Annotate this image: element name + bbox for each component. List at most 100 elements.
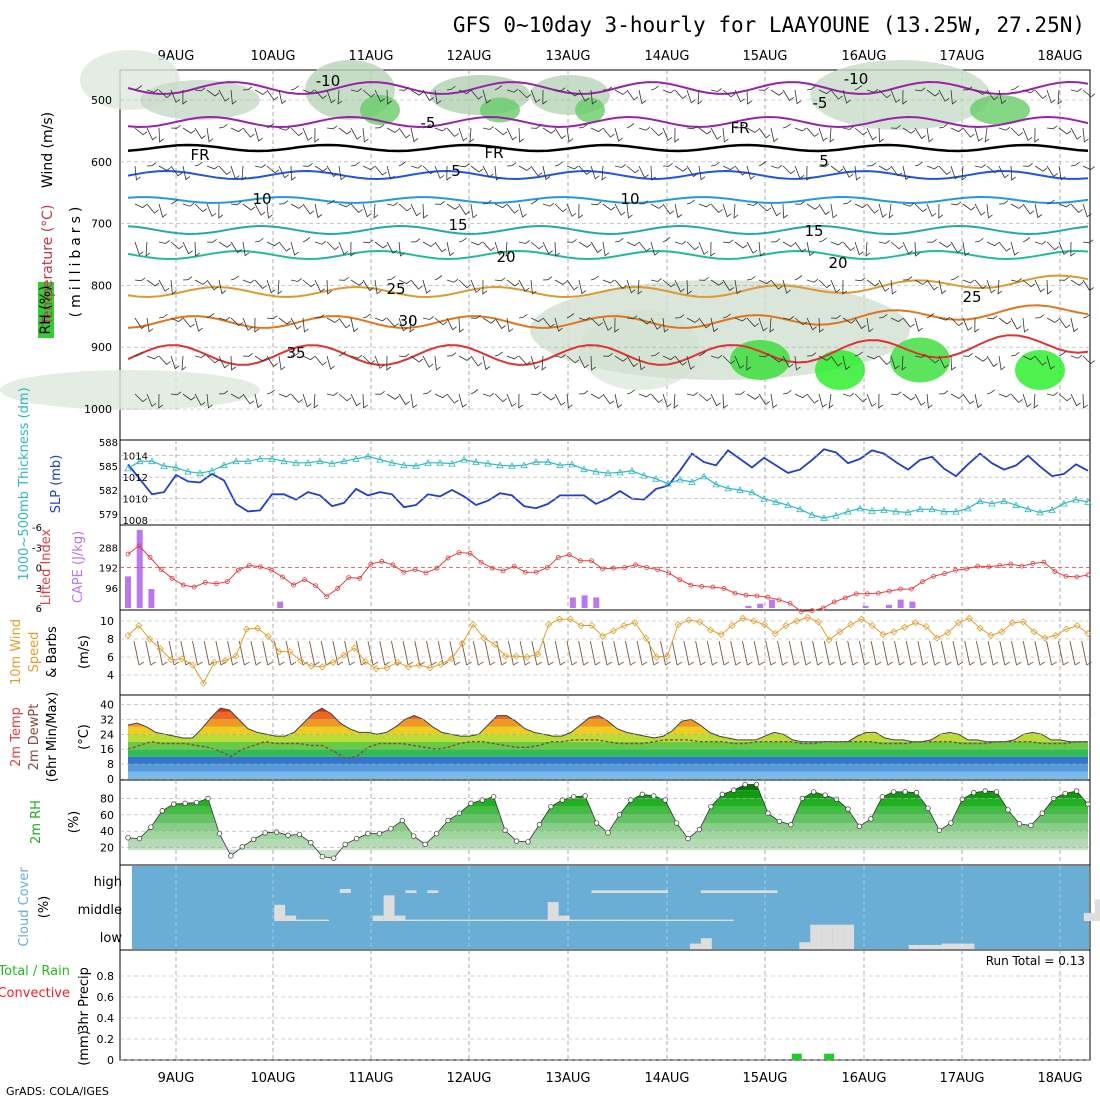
wind-barb [182, 89, 188, 105]
wind-barb [542, 317, 555, 328]
lifted-index-point [1019, 563, 1025, 569]
wind-barb [866, 317, 874, 333]
wind-barb [542, 127, 556, 134]
wind-barb [518, 89, 532, 99]
wind-barb-10m [870, 640, 882, 666]
wind-speed-point [264, 632, 272, 640]
wind-speed-point [750, 617, 758, 625]
wind-speed-point [135, 621, 143, 630]
wind-barb [984, 127, 990, 143]
wind-barb [938, 165, 951, 175]
wind-barb [242, 86, 253, 91]
wind-barb [638, 241, 651, 252]
thickness-point [124, 464, 132, 472]
thickness-point [580, 465, 588, 473]
wind-barb [410, 355, 424, 363]
wind-barb [902, 89, 908, 105]
wind-barb [698, 393, 712, 402]
thickness-point [1084, 498, 1092, 505]
wind-barb [938, 241, 952, 248]
wind-barb-10m [426, 640, 437, 666]
cloud-bar [296, 919, 308, 921]
wind-barb-10m [589, 640, 601, 666]
wind-barb [1010, 393, 1023, 403]
wind-barb [854, 317, 866, 330]
wind-barb [962, 393, 975, 405]
rh-point [1005, 807, 1011, 813]
lifted-index-point [357, 575, 363, 581]
precip-tick: 0.4 [97, 1012, 115, 1025]
cloud-bar [963, 943, 975, 949]
thickness-point [868, 506, 876, 514]
wind-barb [278, 393, 291, 398]
wind-barb [614, 127, 623, 142]
lifted-index-point [710, 584, 716, 590]
wind-barb [962, 203, 976, 211]
wind-barb [146, 162, 157, 167]
rh-point [696, 826, 703, 833]
wind-barb [158, 203, 167, 218]
rh-point [171, 801, 177, 807]
wind-barb [938, 89, 950, 102]
wind-barb [638, 126, 651, 131]
cloud-bar [613, 919, 625, 921]
wind-barb [506, 127, 517, 141]
wind-barb [302, 127, 313, 141]
wind-barb [1034, 89, 1047, 99]
wind-barb [878, 165, 892, 171]
wind-barb [566, 393, 573, 409]
wind-barb [602, 203, 616, 211]
wind-barb [278, 241, 291, 252]
wind-barb [566, 165, 579, 170]
wind-barb [1046, 199, 1055, 205]
wind-barb [590, 127, 603, 133]
wind-speed-point [253, 624, 262, 632]
cloud-level-label: low [100, 931, 123, 946]
wind-barb [1082, 89, 1096, 98]
wind-barb [914, 354, 926, 358]
wind-barb [650, 351, 660, 357]
wind-barb [290, 393, 303, 403]
lifted-index-point [997, 563, 1003, 568]
wind-barb [722, 127, 729, 143]
thickness-point [136, 457, 144, 465]
wind-barb [986, 389, 995, 395]
rh-point [605, 830, 611, 836]
wind-barb [662, 355, 675, 361]
wind-barb [662, 393, 672, 408]
wind-barb [146, 393, 157, 407]
wind-barb [482, 392, 495, 397]
wind-barb [506, 317, 514, 333]
rh-point [342, 841, 348, 847]
lifted-index-point [169, 575, 175, 581]
wind-barb [362, 393, 368, 409]
lifted-index-point [280, 574, 285, 580]
wind-barb [662, 237, 671, 243]
wind-speed-point [307, 662, 315, 670]
thickness-point [160, 462, 168, 469]
wind-barb [962, 86, 973, 91]
rh-point [491, 794, 497, 800]
wind-barb [722, 203, 732, 218]
wind-speed-point [825, 636, 833, 644]
wind-barb [890, 391, 902, 396]
lifted-index-point [809, 608, 815, 614]
wind-barb-10m [309, 640, 320, 666]
wind-speed-point [728, 621, 736, 630]
wind-barb-10m [262, 640, 273, 666]
wind-speed-point [890, 628, 898, 636]
wind-barb [409, 317, 415, 333]
lifted-index-point [500, 568, 506, 574]
wind-speed-point [318, 663, 326, 671]
wind-barb [182, 127, 196, 134]
wind-barb [901, 355, 907, 371]
wind-barb [902, 276, 913, 281]
cloud-bar [558, 915, 570, 921]
cloud-bar [580, 919, 592, 921]
wind-speed-point [868, 621, 876, 630]
wind-barb [710, 279, 724, 286]
wind-barb [1010, 85, 1019, 91]
wind-speed-point [998, 628, 1006, 636]
wind-barb [1057, 89, 1063, 105]
wind-barb [242, 279, 255, 284]
